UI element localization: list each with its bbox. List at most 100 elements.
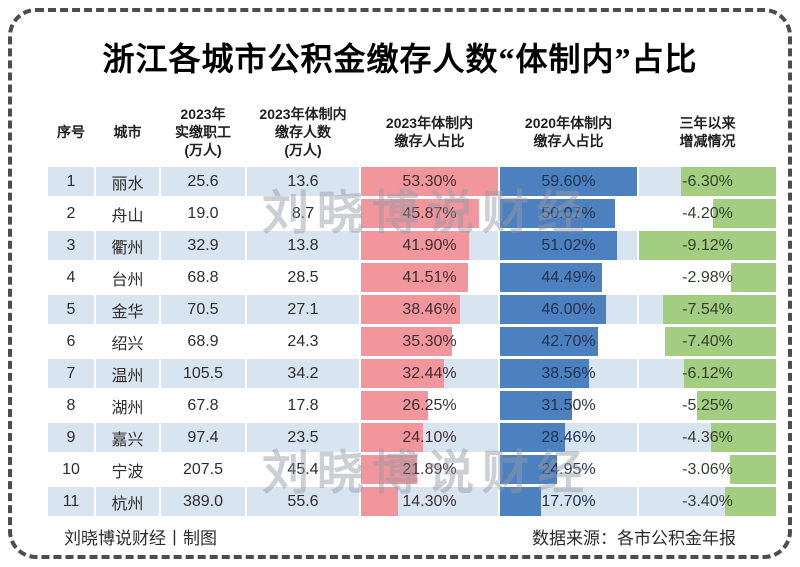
cell-paid-2023: 68.8 (161, 263, 245, 292)
header-city: 城市 (113, 124, 142, 141)
cell-pct-2020-label: 50.07% (541, 204, 596, 222)
table-row: 10 宁波 207.5 45.4 21.89% 24.95% -3.06% (48, 455, 776, 484)
cell-change-bar (664, 327, 776, 356)
header-paid-2023: 2023年 实缴职工 (万人) (175, 106, 231, 158)
cell-insystem-2023: 55.6 (247, 487, 359, 516)
header-change: 三年以来 增减情况 (679, 115, 736, 149)
cell-change-bar (710, 423, 776, 452)
cell-pct-2023-bar (361, 263, 468, 292)
cell-pct-2023: 53.30% (361, 167, 498, 196)
cell-change-bar (712, 199, 776, 228)
cell-change-bar (731, 263, 776, 292)
cell-change-bar (730, 455, 776, 484)
cell-city: 温州 (96, 359, 159, 388)
cell-change-label: -7.40% (682, 332, 733, 350)
cell-pct-2020: 44.49% (500, 263, 637, 292)
cell-pct-2020-bar (500, 423, 566, 452)
cell-pct-2020-label: 42.70% (541, 332, 596, 350)
card-frame: 浙江各城市公积金缴存人数“体制内”占比 序号 城市 2023年 实缴职工 (万人… (8, 8, 792, 559)
cell-insystem-2023: 27.1 (247, 295, 359, 324)
cell-index: 1 (48, 167, 94, 196)
cell-change-bar (662, 295, 776, 324)
cell-city: 杭州 (96, 487, 159, 516)
cell-change-bar (639, 231, 776, 260)
cell-city: 湖州 (96, 391, 159, 420)
cell-insystem-2023: 34.2 (247, 359, 359, 388)
cell-change-label: -4.36% (682, 428, 733, 446)
cell-paid-2023: 207.5 (161, 455, 245, 484)
cell-pct-2023-bar (361, 391, 429, 420)
cell-index: 6 (48, 327, 94, 356)
cell-pct-2023-label: 41.90% (402, 236, 457, 254)
cell-index: 11 (48, 487, 94, 516)
header-index: 序号 (57, 124, 85, 141)
cell-insystem-2023: 45.4 (247, 455, 359, 484)
cell-pct-2020-bar (500, 327, 599, 356)
cell-pct-2023-bar (361, 423, 423, 452)
cell-insystem-2023: 28.5 (247, 263, 359, 292)
cell-paid-2023: 32.9 (161, 231, 245, 260)
cell-pct-2023-label: 53.30% (402, 172, 457, 190)
cell-city: 绍兴 (96, 327, 159, 356)
cell-pct-2020: 51.02% (500, 231, 637, 260)
cell-pct-2023-label: 21.89% (402, 460, 457, 478)
cell-pct-2023: 38.46% (361, 295, 498, 324)
cell-pct-2023: 24.10% (361, 423, 498, 452)
table-row: 8 湖州 67.8 17.8 26.25% 31.50% -5.25% (48, 391, 776, 420)
cell-paid-2023: 19.0 (161, 199, 245, 228)
cell-paid-2023: 67.8 (161, 391, 245, 420)
cell-city: 嘉兴 (96, 423, 159, 452)
cell-city: 金华 (96, 295, 159, 324)
cell-pct-2023-bar (361, 167, 498, 196)
cell-pct-2020-bar (500, 391, 573, 420)
cell-city: 台州 (96, 263, 159, 292)
footer-credit: 刘晓博说财经丨制图 (64, 529, 217, 548)
cell-pct-2023: 21.89% (361, 455, 498, 484)
cell-pct-2023: 14.30% (361, 487, 498, 516)
cell-pct-2023: 41.90% (361, 231, 498, 260)
cell-paid-2023: 389.0 (161, 487, 245, 516)
cell-pct-2020-label: 46.00% (541, 300, 596, 318)
cell-pct-2023-label: 41.51% (402, 268, 457, 286)
cell-index: 4 (48, 263, 94, 292)
cell-change-bar (697, 391, 776, 420)
cell-pct-2020-bar (500, 263, 603, 292)
cell-index: 7 (48, 359, 94, 388)
cell-change: -3.06% (639, 455, 776, 484)
cell-change-bar (724, 487, 776, 516)
cell-change: -3.40% (639, 487, 776, 516)
cell-pct-2020: 24.95% (500, 455, 637, 484)
cell-paid-2023: 25.6 (161, 167, 245, 196)
cell-change: -5.25% (639, 391, 776, 420)
footer: 刘晓博说财经丨制图 数据来源：各市公积金年报 (64, 524, 736, 549)
cell-pct-2020: 17.70% (500, 487, 637, 516)
cell-paid-2023: 70.5 (161, 295, 245, 324)
cell-change: -2.98% (639, 263, 776, 292)
cell-pct-2020-label: 17.70% (541, 492, 596, 510)
cell-pct-2023-bar (361, 327, 452, 356)
table-row: 1 丽水 25.6 13.6 53.30% 59.60% -6.30% (48, 167, 776, 196)
cell-change: -7.40% (639, 327, 776, 356)
cell-pct-2020-label: 24.95% (541, 460, 596, 478)
cell-city: 衢州 (96, 231, 159, 260)
cell-pct-2020: 31.50% (500, 391, 637, 420)
header-pct-2023: 2023年体制内 缴存人占比 (385, 115, 474, 149)
cell-pct-2020: 50.07% (500, 199, 637, 228)
cell-pct-2020-label: 38.56% (541, 364, 596, 382)
cell-pct-2023-label: 24.10% (402, 428, 457, 446)
cell-change-label: -6.30% (682, 172, 733, 190)
cell-index: 10 (48, 455, 94, 484)
cell-change: -7.54% (639, 295, 776, 324)
cell-change-label: -5.25% (682, 396, 733, 414)
cell-city: 丽水 (96, 167, 159, 196)
cell-pct-2020-bar (500, 487, 541, 516)
cell-insystem-2023: 23.5 (247, 423, 359, 452)
cell-change-label: -7.54% (682, 300, 733, 318)
cell-pct-2023-label: 26.25% (402, 396, 457, 414)
cell-index: 5 (48, 295, 94, 324)
cell-pct-2020-label: 44.49% (541, 268, 596, 286)
table-row: 7 温州 105.5 34.2 32.44% 38.56% -6.12% (48, 359, 776, 388)
cell-change-label: -9.12% (682, 236, 733, 254)
cell-pct-2023-label: 35.30% (402, 332, 457, 350)
cell-insystem-2023: 8.7 (247, 199, 359, 228)
